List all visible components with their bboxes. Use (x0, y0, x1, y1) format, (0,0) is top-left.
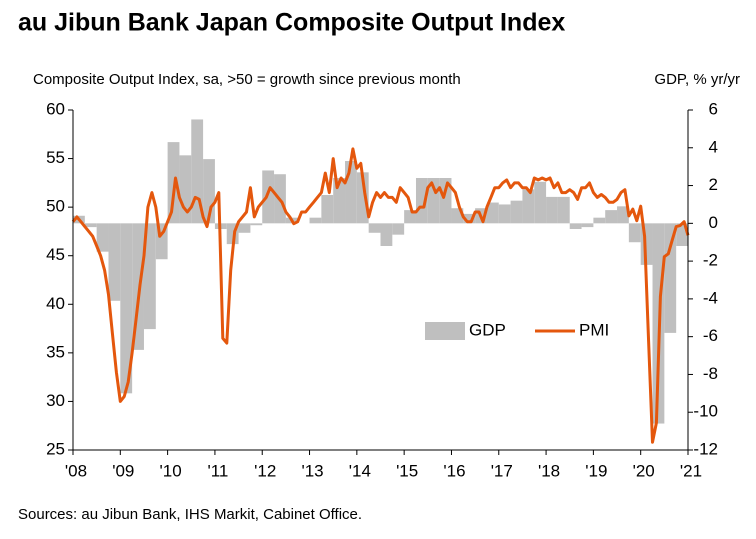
bar (84, 223, 97, 228)
bar (498, 204, 511, 224)
bar (368, 223, 381, 233)
y-tick-label: 55 (46, 148, 65, 167)
bar (226, 223, 239, 245)
bar (676, 223, 688, 246)
bar (356, 172, 369, 224)
bar (380, 223, 393, 246)
x-tick-label: '11 (207, 461, 228, 480)
bar (522, 189, 535, 224)
bar (155, 223, 168, 260)
bar (640, 223, 653, 265)
bar (628, 223, 641, 243)
bar (108, 223, 121, 301)
bar (309, 217, 322, 224)
bar (546, 196, 558, 224)
bar (262, 170, 275, 224)
y-tick-label: 35 (46, 342, 65, 361)
bar (415, 178, 428, 224)
x-tick-label: '15 (396, 461, 418, 480)
bar (569, 223, 582, 229)
bar (392, 223, 405, 235)
y2-tick-label: -2 (703, 251, 718, 270)
legend-swatch (425, 322, 465, 340)
x-tick-label: '12 (254, 461, 276, 480)
bar (179, 155, 192, 224)
x-tick-label: '08 (65, 461, 87, 480)
bar (486, 202, 499, 224)
x-tick-label: '09 (112, 461, 134, 480)
bar (664, 223, 677, 333)
bar (427, 178, 440, 224)
bar (605, 210, 618, 224)
bar (581, 223, 594, 228)
legend-label: GDP (469, 320, 506, 339)
y2-tick-label: -6 (703, 326, 718, 345)
y2-tick-label: -8 (703, 364, 718, 383)
bar (333, 178, 346, 224)
x-tick-label: '20 (633, 461, 655, 480)
y-tick-label: 50 (46, 197, 65, 216)
x-tick-label: '10 (160, 461, 182, 480)
bar (534, 181, 547, 224)
legend-label: PMI (579, 320, 609, 339)
y2-axis-label: GDP, % yr/yr (654, 71, 740, 88)
line (71, 147, 690, 444)
y2-tick-label: -10 (693, 402, 718, 421)
x-tick-label: '13 (301, 461, 323, 480)
y-tick-label: 45 (46, 245, 65, 264)
source: Sources: au Jibun Bank, IHS Markit, Cabi… (18, 506, 362, 523)
bar (593, 217, 606, 224)
x-tick-label: '16 (443, 461, 465, 480)
x-tick-label: '21 (680, 461, 702, 480)
bar (463, 213, 476, 224)
x-tick-label: '19 (585, 461, 607, 480)
y2-tick-label: 6 (709, 99, 718, 118)
bar (510, 200, 523, 224)
bar (557, 196, 570, 224)
bar (250, 223, 263, 226)
bar (404, 210, 416, 224)
bar (143, 223, 156, 330)
chart-title: au Jibun Bank Japan Composite Output Ind… (18, 9, 565, 37)
bar (132, 223, 144, 350)
subtitle: Composite Output Index, sa, >50 = growth… (33, 71, 461, 88)
bar (451, 208, 464, 224)
bar (96, 223, 109, 252)
bar (439, 178, 452, 224)
y2-tick-label: -4 (703, 288, 718, 307)
y2-tick-label: -12 (693, 439, 718, 458)
x-tick-label: '18 (538, 461, 560, 480)
x-tick-label: '14 (349, 461, 371, 480)
bar (617, 206, 629, 224)
y2-tick-label: 0 (709, 213, 718, 232)
bar (120, 223, 133, 394)
bar (345, 161, 357, 224)
x-tick-label: '17 (491, 461, 513, 480)
y2-tick-label: 2 (709, 175, 718, 194)
bar (238, 223, 251, 233)
y-tick-label: 40 (46, 294, 65, 313)
y-tick-label: 30 (46, 391, 65, 410)
y-tick-label: 25 (46, 439, 65, 458)
bar (203, 159, 215, 224)
y2-tick-label: 4 (709, 137, 718, 156)
bar (321, 195, 334, 224)
y-tick-label: 60 (46, 99, 65, 118)
bar (191, 119, 204, 224)
